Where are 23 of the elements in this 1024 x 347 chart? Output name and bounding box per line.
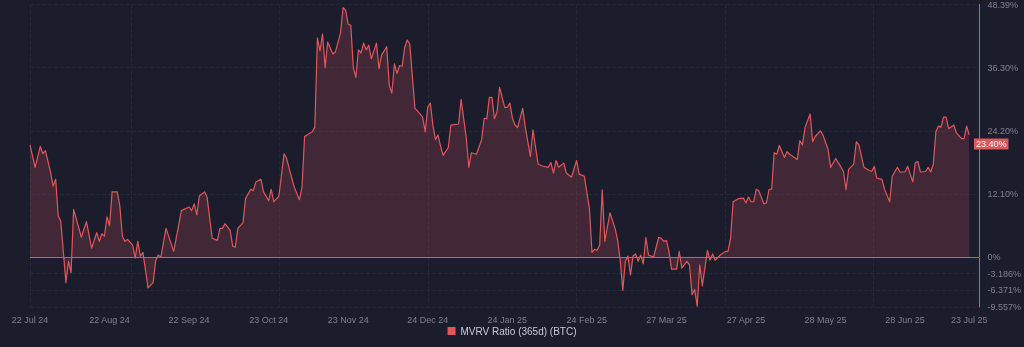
x-tick-label: 22 Aug 24 xyxy=(89,314,130,325)
x-tick-label: 22 Jul 24 xyxy=(11,314,49,325)
legend-label: MVRV Ratio (365d) (BTC) xyxy=(460,325,577,337)
x-tick-label: 23 Jul 25 xyxy=(950,314,988,325)
y-tick-label: -6.371% xyxy=(987,285,1022,296)
x-tick-label: 23 Nov 24 xyxy=(327,314,369,325)
x-tick-label: 28 Jun 25 xyxy=(885,314,925,325)
x-tick-label: 24 Feb 25 xyxy=(566,314,608,325)
y-tick-label: 36.30% xyxy=(987,62,1019,73)
y-tick-label: -3.186% xyxy=(987,268,1022,279)
x-tick-label: 27 Mar 25 xyxy=(646,314,687,325)
x-tick-label: 22 Sep 24 xyxy=(168,314,210,325)
x-tick-label: 23 Oct 24 xyxy=(249,314,289,325)
y-tick-label: 0% xyxy=(987,252,1001,263)
y-tick-label: -9.557% xyxy=(987,302,1022,312)
y-tick-label: 12.10% xyxy=(987,188,1019,199)
annotation: 23.40% xyxy=(975,138,1007,149)
x-tick-label: 24 Jan 25 xyxy=(487,314,528,325)
x-tick-label: 28 May 25 xyxy=(804,314,847,325)
x-tick-label: 27 Apr 25 xyxy=(726,314,766,325)
y-tick-label: 48.39% xyxy=(987,0,1019,10)
x-tick-label: 24 Dec 24 xyxy=(407,314,449,325)
y-tick-label: 24.20% xyxy=(987,125,1019,136)
